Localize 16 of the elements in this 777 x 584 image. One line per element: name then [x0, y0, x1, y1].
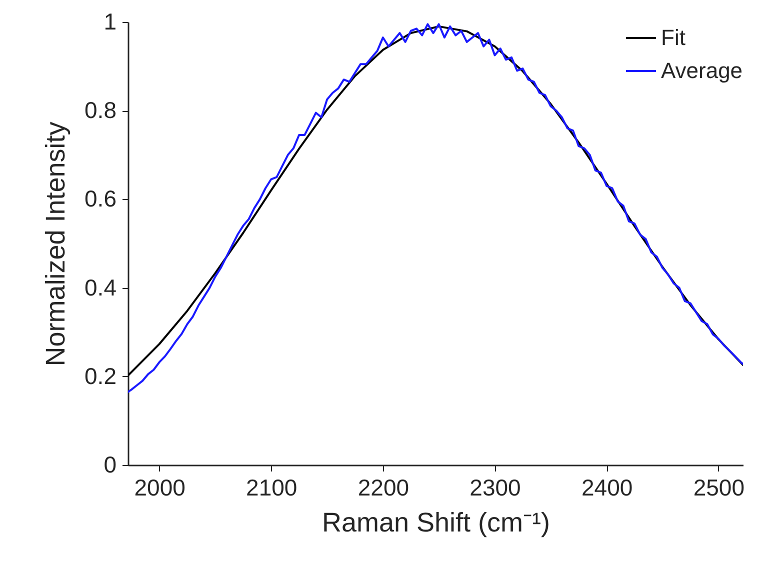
y-axis-title: Normalized Intensity: [40, 121, 71, 366]
x-tick-label: 2400: [581, 474, 633, 500]
x-tick-label: 2300: [470, 474, 521, 500]
y-tick-label: 0.4: [84, 274, 117, 300]
x-tick-label: 2000: [134, 474, 186, 500]
y-tick-label: 0.6: [84, 186, 116, 212]
y-tick-label: 0: [104, 452, 116, 478]
x-tick-label: 2500: [693, 474, 744, 500]
y-tick-label: 0.8: [84, 97, 116, 124]
y-tick-label: 1: [104, 8, 116, 34]
x-tick-label: 2100: [246, 474, 298, 500]
legend-label: Fit: [661, 25, 686, 50]
x-axis-title: Raman Shift (cm⁻¹): [322, 508, 550, 538]
y-tick-label: 0.2: [84, 362, 116, 389]
x-tick-label: 2200: [358, 474, 410, 500]
legend-label: Average: [661, 58, 743, 83]
